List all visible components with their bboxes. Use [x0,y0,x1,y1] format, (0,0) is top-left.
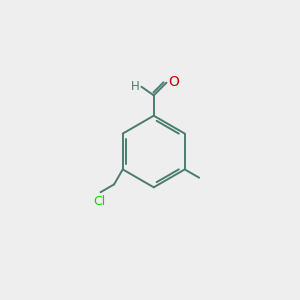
Text: H: H [131,80,140,93]
Text: Cl: Cl [93,195,106,208]
Text: O: O [168,75,179,89]
